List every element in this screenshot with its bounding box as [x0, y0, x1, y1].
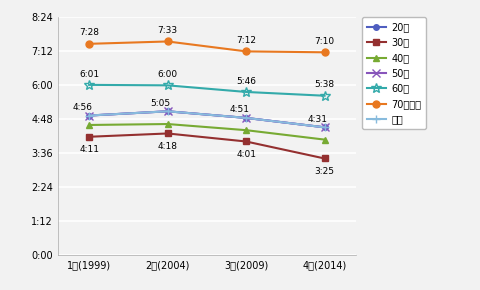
- Line: 60대: 60대: [84, 80, 329, 101]
- 60대: [243, 90, 249, 94]
- 70대이상: [243, 50, 249, 53]
- 30대: [321, 157, 327, 160]
- Text: 6:00: 6:00: [157, 70, 177, 79]
- 60대: [164, 84, 170, 87]
- 30대: [243, 140, 249, 143]
- Text: 4:56: 4:56: [72, 103, 92, 112]
- 전체: [86, 114, 92, 117]
- 20대: [164, 110, 170, 113]
- Line: 40대: 40대: [85, 121, 327, 143]
- 50대: [164, 110, 170, 113]
- Text: 5:05: 5:05: [150, 99, 170, 108]
- 전체: [243, 116, 249, 120]
- 60대: [86, 83, 92, 87]
- 40대: [86, 123, 92, 127]
- 50대: [243, 116, 249, 120]
- Line: 30대: 30대: [86, 131, 327, 161]
- 70대이상: [86, 42, 92, 46]
- 50대: [321, 126, 327, 129]
- 70대이상: [164, 40, 170, 43]
- Text: 5:46: 5:46: [236, 77, 255, 86]
- Line: 20대: 20대: [86, 108, 327, 130]
- Line: 전체: 전체: [85, 107, 328, 131]
- 70대이상: [321, 50, 327, 54]
- 전체: [321, 126, 327, 129]
- 30대: [86, 135, 92, 139]
- 50대: [86, 114, 92, 117]
- 20대: [321, 126, 327, 129]
- 40대: [164, 122, 170, 126]
- Text: 7:33: 7:33: [157, 26, 177, 35]
- 전체: [164, 110, 170, 113]
- Text: 4:11: 4:11: [79, 145, 99, 154]
- 30대: [164, 132, 170, 135]
- Legend: 20대, 30대, 40대, 50대, 60대, 70대이상, 전체: 20대, 30대, 40대, 50대, 60대, 70대이상, 전체: [361, 17, 425, 129]
- Text: 5:38: 5:38: [314, 80, 334, 89]
- Text: 7:12: 7:12: [236, 36, 255, 45]
- 40대: [243, 128, 249, 132]
- Text: 7:10: 7:10: [314, 37, 334, 46]
- 20대: [243, 116, 249, 120]
- Text: 6:01: 6:01: [79, 70, 99, 79]
- Text: 4:31: 4:31: [307, 115, 327, 124]
- 20대: [86, 114, 92, 117]
- Text: 4:51: 4:51: [228, 105, 249, 114]
- 60대: [321, 94, 327, 97]
- Line: 70대이상: 70대이상: [85, 38, 327, 56]
- 40대: [321, 138, 327, 141]
- Text: 4:18: 4:18: [157, 142, 177, 151]
- Line: 50대: 50대: [85, 107, 328, 131]
- Text: 4:01: 4:01: [236, 150, 255, 159]
- Text: 3:25: 3:25: [314, 167, 334, 176]
- Text: 7:28: 7:28: [79, 28, 99, 37]
